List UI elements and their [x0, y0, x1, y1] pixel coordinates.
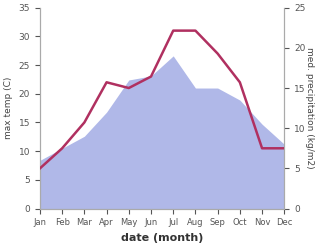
Y-axis label: max temp (C): max temp (C) — [4, 77, 13, 139]
Y-axis label: med. precipitation (kg/m2): med. precipitation (kg/m2) — [305, 47, 314, 169]
X-axis label: date (month): date (month) — [121, 233, 203, 243]
